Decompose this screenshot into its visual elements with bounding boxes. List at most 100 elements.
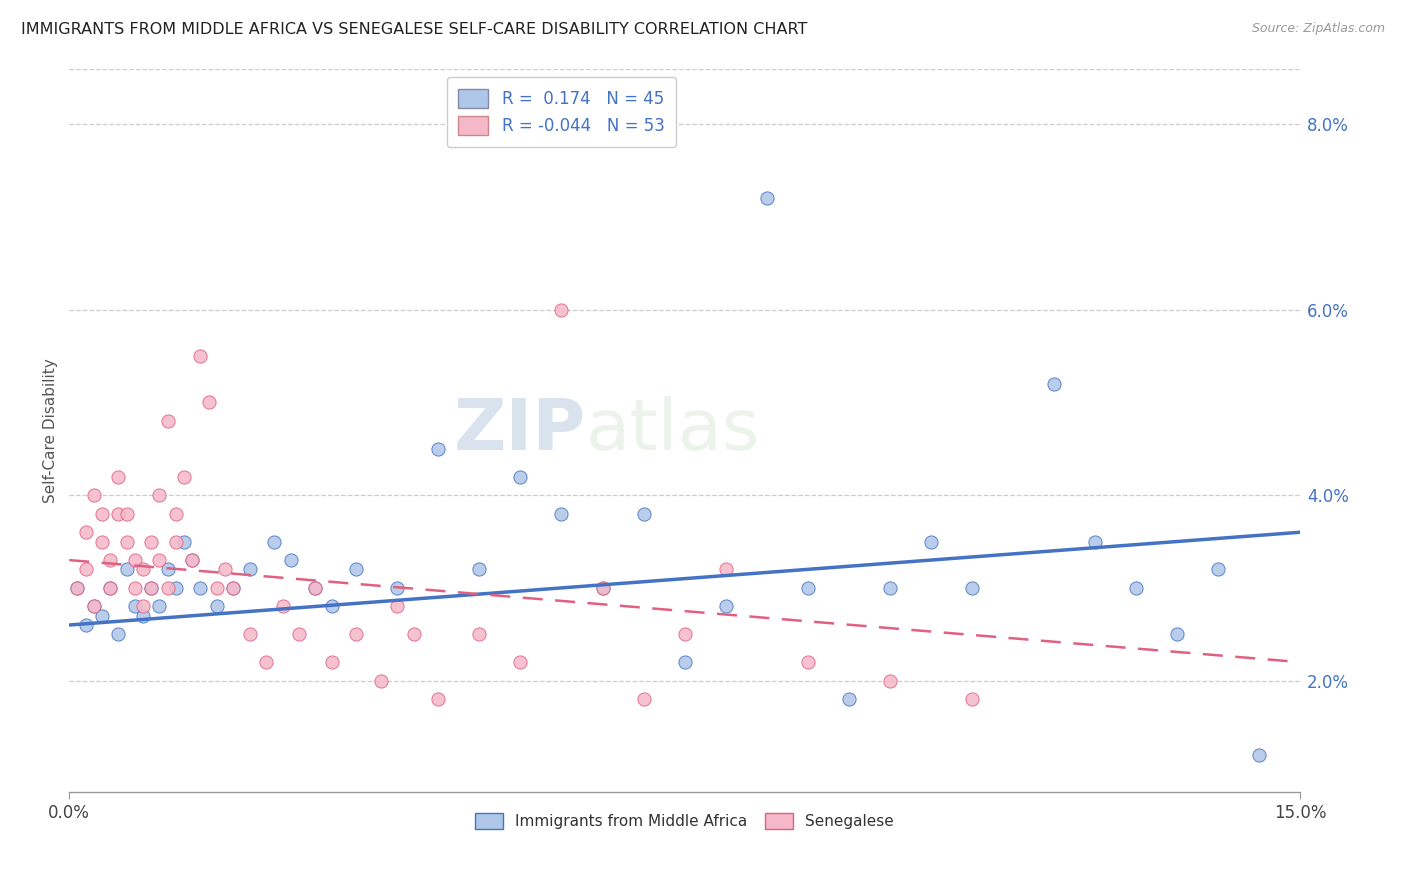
Point xyxy=(132,599,155,614)
Point xyxy=(509,655,531,669)
Point xyxy=(304,581,326,595)
Point xyxy=(239,562,262,576)
Point xyxy=(879,581,901,595)
Point xyxy=(115,562,138,576)
Point xyxy=(115,534,138,549)
Point xyxy=(714,562,737,576)
Point xyxy=(550,507,572,521)
Point xyxy=(141,534,163,549)
Point xyxy=(427,442,450,456)
Point xyxy=(148,553,170,567)
Point xyxy=(148,599,170,614)
Point xyxy=(148,488,170,502)
Point xyxy=(1247,747,1270,762)
Point xyxy=(344,627,367,641)
Point xyxy=(321,599,343,614)
Point xyxy=(173,534,195,549)
Point xyxy=(156,581,179,595)
Point xyxy=(387,581,409,595)
Point xyxy=(83,488,105,502)
Point xyxy=(132,562,155,576)
Point xyxy=(83,599,105,614)
Point xyxy=(205,599,228,614)
Point xyxy=(1166,627,1188,641)
Point xyxy=(66,581,89,595)
Point xyxy=(509,469,531,483)
Point xyxy=(190,581,212,595)
Point xyxy=(115,507,138,521)
Point xyxy=(263,534,285,549)
Point xyxy=(190,349,212,363)
Point xyxy=(124,599,146,614)
Point xyxy=(592,581,614,595)
Point xyxy=(370,673,392,688)
Point xyxy=(321,655,343,669)
Point xyxy=(165,507,187,521)
Legend: Immigrants from Middle Africa, Senegalese: Immigrants from Middle Africa, Senegales… xyxy=(470,806,900,835)
Point xyxy=(673,627,696,641)
Point xyxy=(141,581,163,595)
Y-axis label: Self-Care Disability: Self-Care Disability xyxy=(44,358,58,502)
Point xyxy=(124,553,146,567)
Point xyxy=(91,507,114,521)
Point xyxy=(796,655,818,669)
Point xyxy=(1206,562,1229,576)
Point xyxy=(107,627,129,641)
Point xyxy=(254,655,277,669)
Point xyxy=(920,534,942,549)
Point xyxy=(304,581,326,595)
Point xyxy=(344,562,367,576)
Text: IMMIGRANTS FROM MIDDLE AFRICA VS SENEGALESE SELF-CARE DISABILITY CORRELATION CHA: IMMIGRANTS FROM MIDDLE AFRICA VS SENEGAL… xyxy=(21,22,807,37)
Text: atlas: atlas xyxy=(586,396,761,465)
Point xyxy=(1042,376,1064,391)
Point xyxy=(132,608,155,623)
Point xyxy=(173,469,195,483)
Point xyxy=(214,562,236,576)
Point xyxy=(181,553,204,567)
Point xyxy=(165,534,187,549)
Point xyxy=(879,673,901,688)
Point xyxy=(673,655,696,669)
Point xyxy=(468,627,491,641)
Point xyxy=(1084,534,1107,549)
Point xyxy=(124,581,146,595)
Point xyxy=(222,581,245,595)
Point xyxy=(960,581,983,595)
Point xyxy=(205,581,228,595)
Text: ZIP: ZIP xyxy=(454,396,586,465)
Point xyxy=(796,581,818,595)
Point xyxy=(156,414,179,428)
Point xyxy=(91,608,114,623)
Point xyxy=(960,692,983,706)
Point xyxy=(280,553,302,567)
Point xyxy=(222,581,245,595)
Point xyxy=(91,534,114,549)
Point xyxy=(550,302,572,317)
Point xyxy=(107,469,129,483)
Point xyxy=(755,191,778,205)
Text: Source: ZipAtlas.com: Source: ZipAtlas.com xyxy=(1251,22,1385,36)
Point xyxy=(468,562,491,576)
Point xyxy=(181,553,204,567)
Point xyxy=(197,395,219,409)
Point xyxy=(98,581,121,595)
Point xyxy=(288,627,311,641)
Point xyxy=(592,581,614,595)
Point xyxy=(165,581,187,595)
Point xyxy=(75,618,97,632)
Point xyxy=(98,581,121,595)
Point xyxy=(156,562,179,576)
Point xyxy=(239,627,262,641)
Point xyxy=(427,692,450,706)
Point xyxy=(83,599,105,614)
Point xyxy=(75,562,97,576)
Point xyxy=(402,627,425,641)
Point xyxy=(838,692,860,706)
Point xyxy=(387,599,409,614)
Point xyxy=(98,553,121,567)
Point xyxy=(1125,581,1147,595)
Point xyxy=(66,581,89,595)
Point xyxy=(141,581,163,595)
Point xyxy=(714,599,737,614)
Point xyxy=(271,599,294,614)
